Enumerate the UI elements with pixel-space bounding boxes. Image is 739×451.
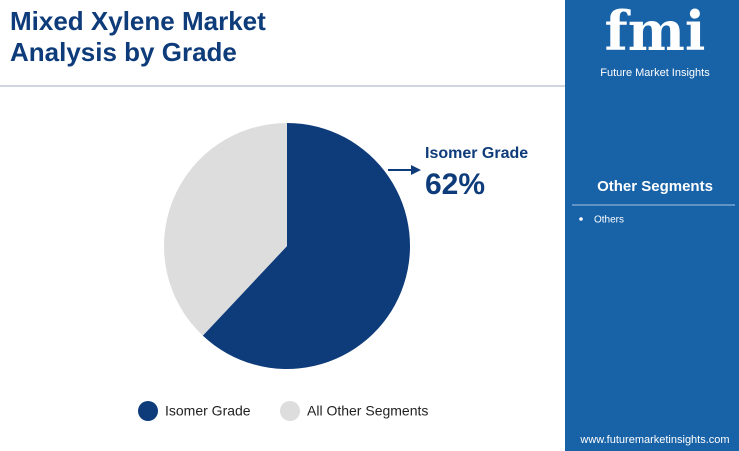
sidebar-heading: Other Segments — [597, 178, 713, 195]
legend-label: Isomer Grade — [165, 403, 251, 419]
bullet — [579, 217, 583, 221]
callout-arrowhead — [411, 165, 421, 175]
brand: Future Market Insights — [600, 67, 710, 79]
sidebar-item: Others — [594, 215, 624, 226]
sidebar — [565, 0, 739, 451]
pie-slice — [164, 123, 287, 336]
logo: fmi — [605, 0, 706, 63]
chart-title: Mixed Xylene Market Analysis by Grade — [10, 6, 266, 67]
website: www.futuremarketinsights.com — [579, 434, 729, 446]
legend-swatch — [280, 401, 300, 421]
pie-slice — [202, 123, 410, 369]
value-label: 62% — [425, 168, 485, 201]
callout-category: Isomer Grade — [425, 145, 528, 162]
legend-swatch — [138, 401, 158, 421]
legend-label: All Other Segments — [307, 403, 428, 419]
